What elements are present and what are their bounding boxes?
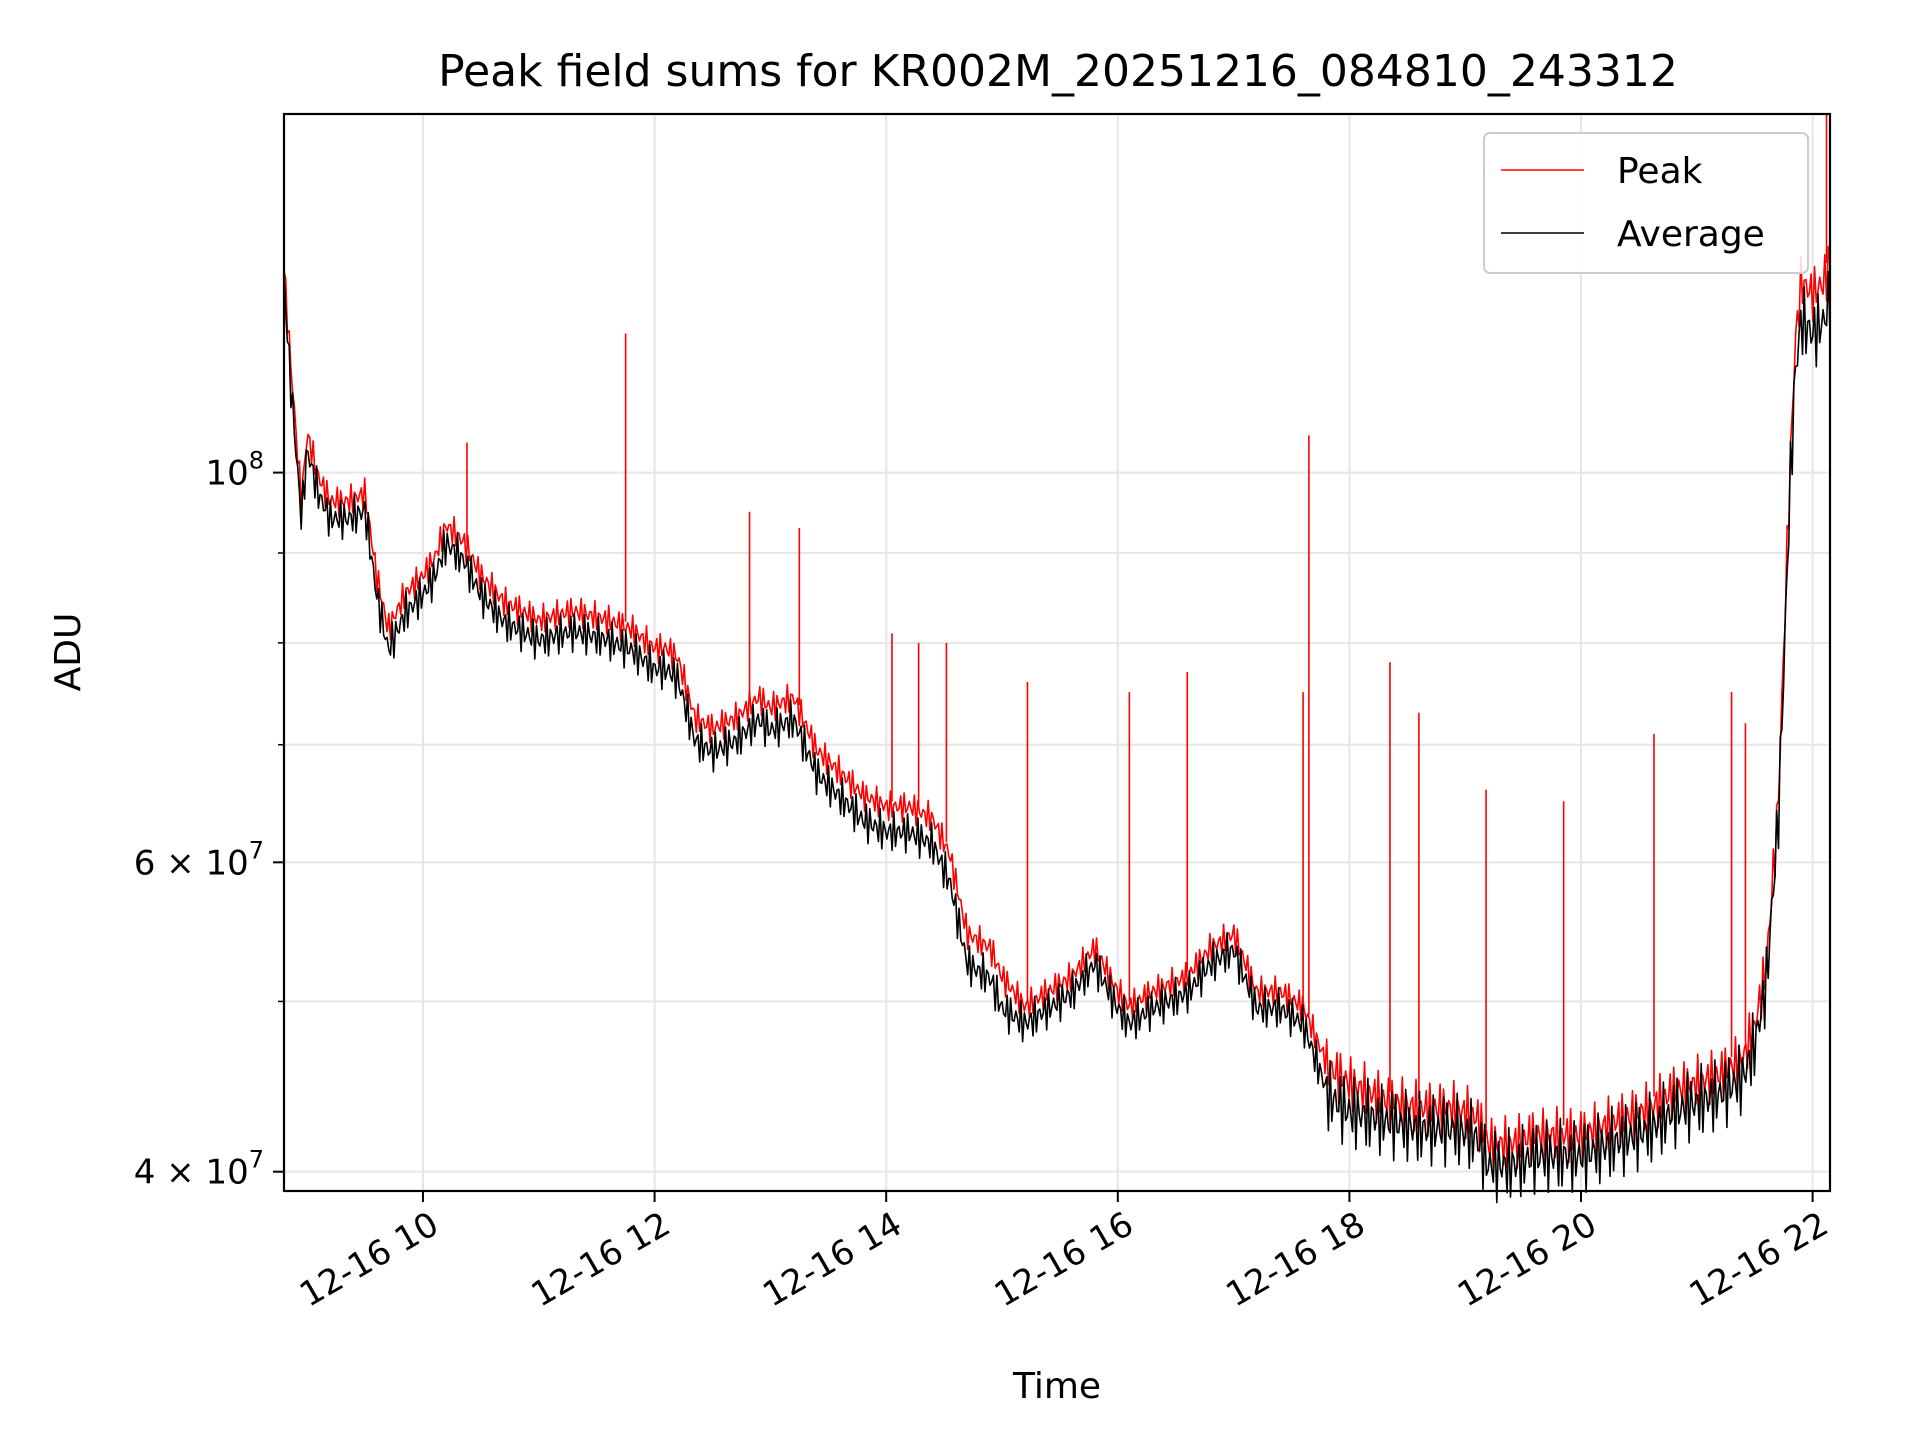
plot-frame [282, 112, 1832, 1193]
legend: Peak Average [1483, 132, 1809, 274]
y-tick-label: 4 × 107 [134, 1146, 264, 1193]
y-axis-ticks: 4 × 107 6 × 107 108 [134, 447, 284, 1193]
grid-lines [284, 114, 1830, 1191]
x-axis-label: Time [1012, 1366, 1101, 1407]
chart-title: Peak field sums for KR002M_20251216_0848… [438, 46, 1678, 97]
series-average [283, 270, 1831, 1204]
legend-peak-label: Peak [1617, 151, 1703, 192]
series-layer [283, 114, 1831, 1204]
y-tick-label: 6 × 107 [134, 836, 264, 883]
legend-box [1483, 132, 1809, 274]
y-axis-label: ADU [48, 613, 89, 692]
y-tick-label: 108 [205, 447, 264, 494]
series-line-average [283, 270, 1831, 1204]
legend-average-label: Average [1617, 214, 1765, 255]
